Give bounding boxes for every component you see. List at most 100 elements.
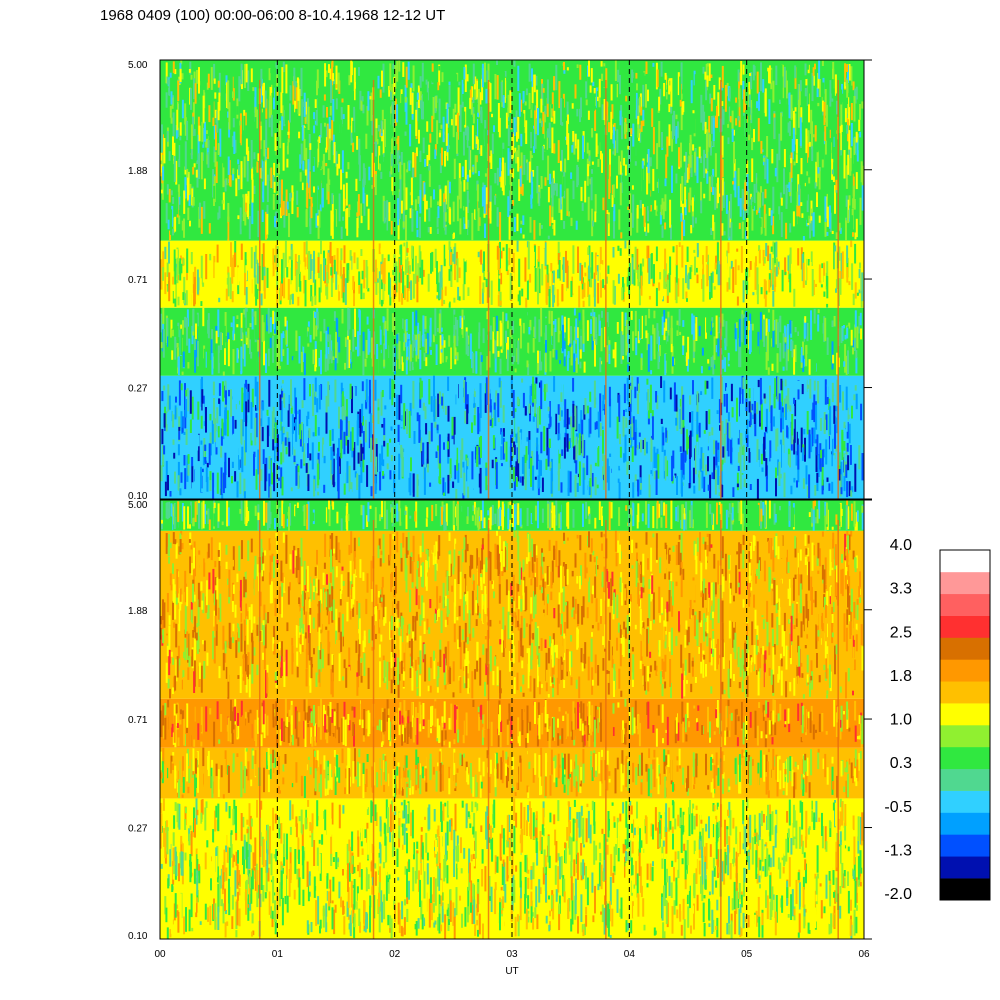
- speckle: [583, 361, 586, 373]
- speckle: [204, 70, 207, 93]
- speckle: [792, 167, 795, 187]
- speckle: [380, 171, 383, 179]
- speckle: [544, 177, 547, 186]
- speckle: [539, 382, 541, 388]
- speckle: [463, 258, 466, 285]
- speckle: [828, 205, 831, 229]
- speckle: [528, 327, 531, 335]
- speckle: [252, 311, 255, 317]
- speckle: [425, 423, 428, 435]
- speckle: [163, 138, 166, 164]
- speckle: [323, 94, 326, 101]
- speckle: [478, 413, 481, 432]
- speckle: [746, 419, 749, 436]
- speckle: [255, 413, 258, 438]
- speckle: [280, 400, 283, 422]
- speckle: [383, 440, 386, 447]
- speckle: [456, 132, 458, 154]
- speckle: [625, 326, 628, 356]
- speckle: [608, 344, 611, 364]
- speckle: [752, 414, 755, 420]
- speckle: [800, 158, 803, 175]
- speckle: [630, 431, 633, 448]
- speckle: [549, 351, 552, 372]
- speckle: [692, 467, 695, 484]
- speckle: [784, 337, 787, 343]
- speckle: [826, 384, 829, 397]
- speckle: [779, 401, 782, 419]
- speckle: [465, 331, 468, 355]
- speckle: [657, 249, 660, 261]
- speckle: [327, 185, 330, 205]
- speckle: [163, 413, 166, 428]
- speckle: [595, 333, 598, 345]
- speckle: [286, 142, 289, 155]
- speckle: [737, 167, 740, 193]
- speckle: [264, 81, 267, 87]
- speckle: [402, 62, 405, 77]
- speckle: [353, 281, 355, 302]
- speckle: [467, 287, 470, 296]
- speckle: [497, 393, 500, 418]
- speckle: [660, 376, 663, 388]
- speckle: [330, 267, 333, 276]
- speckle: [586, 254, 589, 266]
- speckle: [553, 110, 556, 124]
- speckle: [362, 179, 365, 204]
- speckle: [240, 327, 243, 339]
- speckle: [693, 485, 696, 494]
- speckle: [361, 381, 364, 392]
- speckle: [348, 339, 351, 350]
- speckle: [436, 228, 439, 234]
- speckle: [781, 380, 784, 406]
- speckle: [246, 153, 249, 182]
- speckle: [454, 112, 457, 141]
- speckle: [694, 217, 697, 224]
- speckle: [392, 380, 395, 397]
- speckle: [811, 121, 813, 150]
- speckle: [665, 427, 668, 441]
- speckle: [621, 287, 624, 301]
- speckle: [446, 359, 449, 367]
- speckle: [174, 405, 177, 420]
- speckle: [434, 398, 437, 420]
- speckle: [416, 210, 419, 229]
- speckle: [558, 449, 561, 469]
- speckle: [469, 333, 472, 360]
- speckle: [286, 431, 289, 446]
- speckle: [769, 253, 772, 270]
- speckle: [283, 393, 286, 408]
- speckle: [274, 67, 277, 95]
- speckle: [760, 403, 763, 430]
- speckle: [297, 78, 300, 101]
- speckle: [802, 262, 805, 288]
- speckle: [428, 164, 431, 171]
- speckle: [161, 189, 163, 194]
- speckle: [770, 117, 773, 122]
- speckle: [808, 93, 810, 123]
- speckle: [847, 112, 850, 120]
- speckle: [456, 112, 459, 140]
- speckle: [283, 179, 286, 201]
- speckle: [303, 378, 306, 401]
- speckle: [335, 271, 338, 290]
- speckle: [177, 444, 180, 456]
- speckle: [758, 199, 761, 219]
- speckle: [790, 333, 793, 338]
- speckle: [805, 79, 808, 86]
- speckle: [693, 249, 696, 253]
- speckle: [177, 127, 180, 137]
- speckle: [821, 268, 824, 285]
- speckle: [682, 419, 685, 428]
- speckle: [314, 391, 317, 397]
- speckle: [769, 440, 772, 468]
- speckle: [835, 232, 838, 239]
- speckle: [471, 166, 474, 173]
- speckle: [584, 247, 587, 273]
- speckle: [389, 296, 392, 306]
- speckle: [785, 345, 788, 371]
- speckle: [628, 137, 631, 162]
- speckle: [848, 481, 851, 497]
- speckle: [273, 462, 276, 492]
- speckle: [380, 264, 383, 275]
